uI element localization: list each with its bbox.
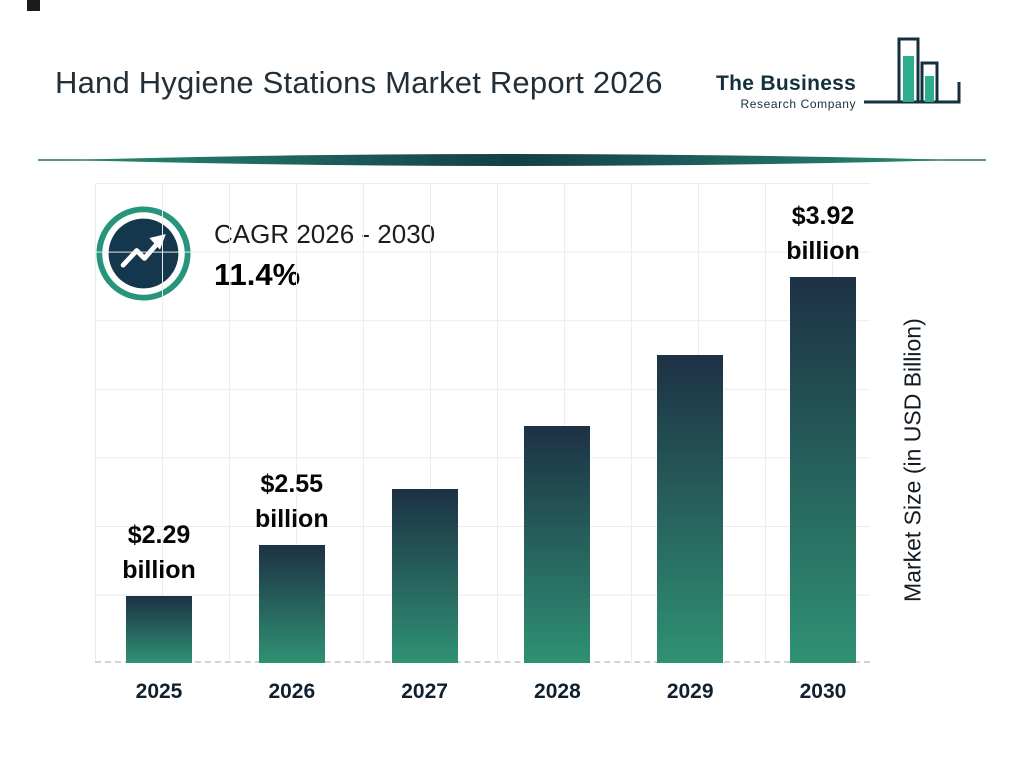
bar-value-label: $2.29 billion: [122, 518, 196, 588]
bar-column: [391, 489, 458, 663]
company-name: The Business: [716, 72, 857, 95]
bar-value-amount: $2.55: [260, 470, 324, 498]
x-tick-label: 2026: [268, 680, 316, 703]
y-axis-title: Market Size (in USD Billion): [899, 318, 926, 602]
decorative-divider: [38, 152, 986, 168]
bar-column: [657, 355, 724, 663]
bar-2030: [789, 277, 856, 663]
bar-value-label: $2.55 billion: [255, 467, 329, 537]
screen-artifact: [27, 0, 40, 11]
bar-value-amount: $2.29: [127, 521, 191, 549]
chart-baseline: [95, 661, 870, 663]
company-logo: The Business Research Company: [716, 36, 962, 121]
x-tick-label: 2030: [799, 680, 847, 703]
bar-value-unit: billion: [786, 237, 860, 265]
bar-value-unit: billion: [255, 505, 329, 533]
bar-2027: [391, 489, 458, 663]
bar-2028: [524, 426, 591, 663]
bar-2029: [657, 355, 724, 663]
bar-value-amount: $3.92: [791, 202, 855, 230]
page-title: Hand Hygiene Stations Market Report 2026: [55, 64, 663, 100]
company-logo-text: The Business Research Company: [716, 72, 856, 111]
bar-chart-logo-icon: [862, 36, 962, 121]
bars-row: $2.29 billion $2.55 billion $3.92 billion: [95, 183, 870, 663]
chart-gridlines: [95, 183, 870, 663]
company-subname: Research Company: [740, 97, 857, 111]
x-tick-label: 2029: [666, 680, 714, 703]
bar-2026: [258, 545, 325, 663]
x-tick-label: 2025: [135, 680, 183, 703]
bar-value-unit: billion: [122, 556, 196, 584]
x-tick-label: 2028: [534, 680, 581, 703]
bar-2025: [126, 596, 192, 663]
bar-column: [524, 426, 591, 663]
x-tick-label: 2027: [401, 680, 448, 703]
x-axis-labels: 2025 2026 2027 2028 2029 2030: [95, 680, 870, 704]
bar-column: $2.29 billion: [122, 518, 196, 663]
bar-value-label: $3.92 billion: [786, 199, 860, 269]
bar-column: $3.92 billion: [786, 199, 860, 663]
bar-column: $2.55 billion: [255, 467, 329, 663]
